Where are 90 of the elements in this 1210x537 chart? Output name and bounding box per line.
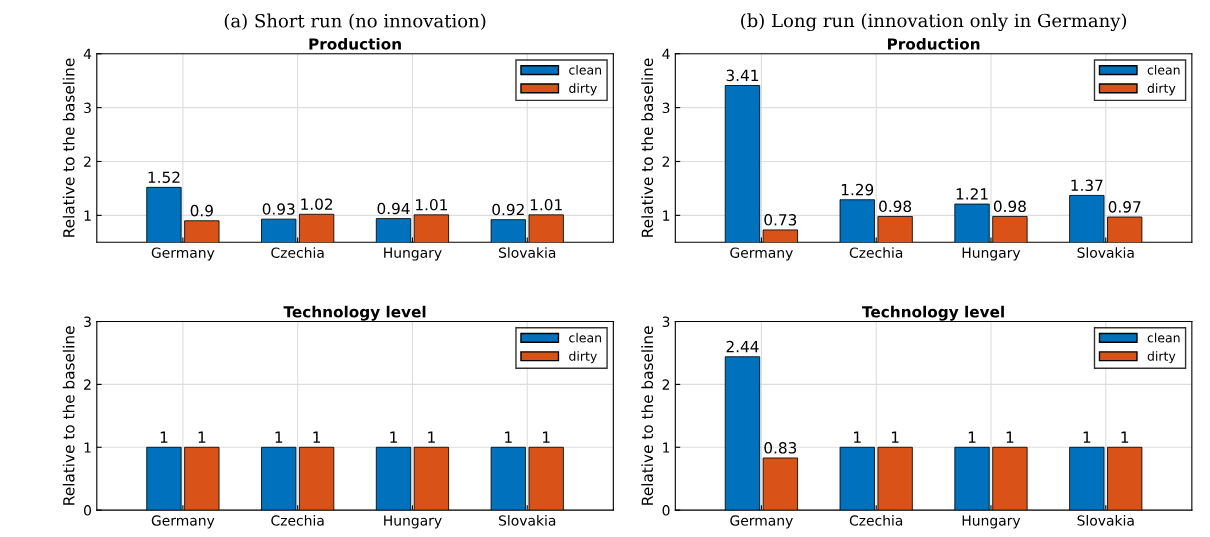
legend-label: dirty [569,83,597,96]
y-tick-label: 2 [84,156,91,167]
data-label: 1.37 [1071,179,1103,192]
y-axis-title: Relative to the baseline [62,58,75,237]
x-tick-label: Czechia [849,515,903,526]
data-label: 1 [1121,431,1129,443]
chart-title: Production [309,37,401,50]
y-axis-title: Relative to the baseline [641,58,654,237]
data-label: 1 [968,431,976,443]
bar [1069,446,1105,511]
x-tick-label: Germany [730,515,793,529]
legend-label: dirty [1147,83,1176,96]
y-tick-label: 4 [83,48,92,59]
x-tick-label: Hungary [962,515,1021,529]
y-tick-label: 1 [663,442,670,453]
bar [992,446,1028,511]
x-tick-label: Hungary [962,247,1021,261]
data-label: 3.41 [726,69,759,82]
data-label: 1.29 [841,183,874,196]
data-label: 1.52 [148,171,180,183]
bar [877,446,913,511]
x-tick-label: Czechia [271,515,324,526]
data-label: 0.97 [1108,201,1141,213]
x-tick-label: Germany [151,515,215,529]
data-label: 0.83 [764,442,797,454]
y-axis-title: Relative to the baseline [641,326,654,505]
y-tick-label: 3 [662,316,670,328]
x-tick-label: Germany [730,247,793,261]
data-label: 0.98 [993,200,1026,213]
bar [724,356,761,511]
chart-subtitle: (a) Short run (no innovation) [224,13,486,31]
legend-label: clean [1147,332,1180,343]
y-tick-label: 3 [84,102,91,114]
y-tick-label: 1 [663,210,670,221]
y-tick-label: 1 [84,442,91,453]
y-axis-title: Relative to the baseline [62,326,75,505]
bar [1107,446,1143,511]
x-tick-label: Hungary [384,515,442,529]
data-label: 0.73 [764,214,797,226]
data-label: 0.98 [879,200,912,213]
data-label: 0.94 [377,202,410,215]
data-label: 0.92 [492,203,524,216]
data-label: 1 [1083,431,1091,443]
y-tick-label: 2 [662,379,670,390]
legend-label: clean [569,64,602,75]
data-label: 2.44 [726,340,759,353]
y-tick-label: 2 [84,379,91,390]
legend-label: clean [569,332,602,343]
x-tick-label: Czechia [849,247,903,258]
data-label: 1.01 [530,198,562,211]
x-tick-label: Slovakia [499,247,556,258]
bar [762,457,798,511]
x-tick-label: Slovakia [1077,515,1134,526]
data-label: 0.93 [262,203,295,215]
data-label: 1.02 [301,198,333,210]
data-label: 1 [390,431,397,443]
data-label: 1 [543,431,550,443]
chart-subtitle: (b) Long run (innovation only in Germany) [741,13,1127,32]
y-tick-label: 3 [84,316,91,328]
legend-label: clean [1147,64,1180,75]
data-label: 0.9 [190,204,213,217]
legend-label: dirty [569,351,597,364]
x-tick-label: Slovakia [499,515,556,526]
legend-label: dirty [1147,351,1176,364]
data-label: 1 [160,431,168,443]
data-label: 1 [505,431,512,443]
data-label: 1 [891,431,899,443]
x-tick-label: Czechia [271,247,324,258]
bar [954,446,990,511]
x-tick-label: Germany [151,247,215,261]
data-label: 1 [854,431,861,443]
data-label: 1 [275,431,283,443]
bar [839,446,875,511]
x-tick-label: Hungary [384,247,442,261]
y-tick-label: 3 [662,102,670,114]
chart-title: Production [887,37,980,50]
y-tick-label: 0 [662,505,670,516]
data-label: 1 [1006,431,1014,443]
chart-title: Technology level [283,305,426,321]
data-label: 1.21 [956,188,988,200]
data-label: 1 [198,431,206,443]
chart-title: Technology level [862,305,1004,321]
x-tick-label: Slovakia [1077,247,1134,258]
y-tick-label: 4 [662,48,670,59]
y-tick-label: 1 [84,210,91,221]
data-label: 1 [428,431,435,443]
y-tick-label: 2 [662,156,670,167]
data-label: 1.01 [416,198,447,211]
data-label: 1 [313,431,321,443]
y-tick-label: 0 [84,505,92,516]
